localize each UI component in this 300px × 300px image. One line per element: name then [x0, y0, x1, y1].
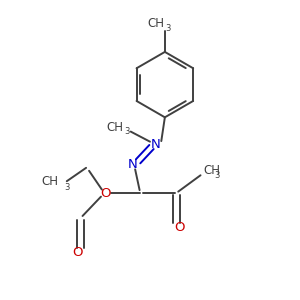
- Text: CH: CH: [106, 121, 123, 134]
- Text: 3: 3: [215, 171, 220, 180]
- Text: CH: CH: [148, 16, 165, 30]
- Text: O: O: [72, 246, 83, 259]
- Text: N: N: [151, 138, 161, 151]
- Text: CH: CH: [203, 164, 220, 177]
- Text: 3: 3: [64, 183, 69, 192]
- Text: 3: 3: [166, 24, 171, 33]
- Text: O: O: [175, 221, 185, 234]
- Text: O: O: [100, 187, 111, 200]
- Text: 3: 3: [124, 127, 129, 136]
- Text: N: N: [127, 158, 137, 171]
- Text: CH: CH: [42, 175, 59, 188]
